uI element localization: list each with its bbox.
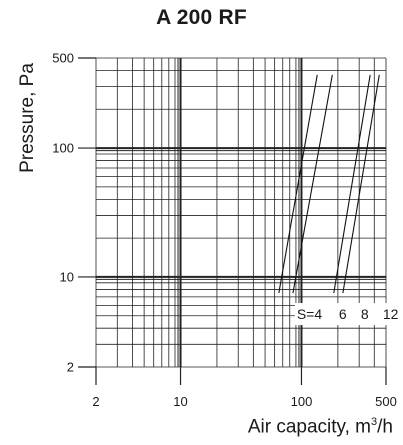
series-line-s6	[292, 74, 333, 294]
x-axis-label-text: Air capacity, m	[247, 416, 372, 438]
y-tick-label: 500	[52, 51, 74, 66]
series-line-s8	[333, 74, 371, 294]
chart-title: A 200 RF	[156, 6, 247, 29]
y-tick-label: 10	[60, 269, 74, 284]
x-axis-label: Air capacity, m3/h	[248, 416, 393, 438]
y-tick-label: 2	[67, 360, 74, 375]
series-label-s4: S=4	[297, 306, 323, 322]
series-label-s12: 12	[383, 306, 399, 322]
series-label-s8: 8	[361, 306, 369, 322]
x-tick-label: 2	[92, 394, 99, 409]
series-line-s12	[342, 74, 380, 294]
y-tick-label: 100	[52, 141, 74, 156]
series-line-s4	[278, 74, 318, 294]
x-axis-label-superscript: 3	[371, 416, 378, 428]
series-label-s6: 6	[339, 306, 347, 322]
x-axis-label-unit: /h	[377, 416, 393, 438]
x-tick-label: 10	[173, 394, 187, 409]
series-label-box	[294, 303, 403, 326]
x-tick-label: 100	[291, 394, 313, 409]
x-tick-label: 500	[375, 394, 397, 409]
